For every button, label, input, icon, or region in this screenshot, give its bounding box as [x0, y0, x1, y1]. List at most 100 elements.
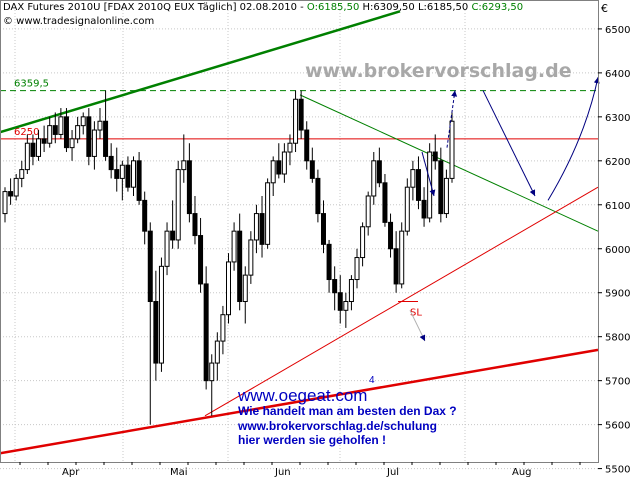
y-tick-label: 5800: [605, 333, 630, 344]
x-tick-label: Jun: [274, 467, 291, 478]
header-high: H:6309,50: [362, 2, 415, 13]
candle-body: [376, 160, 382, 184]
candle-body: [158, 265, 164, 364]
candle-body: [343, 301, 349, 311]
candle-body: [337, 292, 343, 311]
candle-body: [360, 226, 366, 259]
candle-body: [226, 261, 231, 316]
candle-body: [170, 230, 176, 241]
candle-body: [175, 169, 181, 241]
candle-body: [13, 177, 19, 197]
candle-body: [421, 199, 427, 219]
short-arrow-down: [421, 151, 436, 197]
candle-body: [399, 230, 405, 285]
candle-body: [443, 177, 449, 215]
candle-body: [69, 138, 75, 149]
candle-body: [393, 248, 399, 285]
candle-body: [2, 191, 8, 215]
candle-body: [19, 169, 25, 179]
candle-body: [270, 160, 276, 184]
candle-body: [332, 279, 338, 294]
candle-body: [80, 116, 86, 127]
candle-body: [438, 160, 444, 215]
candle-body: [315, 177, 321, 215]
candle-body: [30, 142, 36, 157]
candle-body: [125, 164, 131, 188]
candle-body: [41, 138, 47, 144]
candle-body: [281, 151, 287, 175]
x-tick-label: Aug: [512, 467, 532, 478]
candle-body: [214, 340, 220, 364]
header-close: C:6293,50: [471, 2, 524, 13]
stop-arrow: [409, 310, 426, 342]
candle-body: [287, 142, 293, 153]
candle-body: [265, 182, 271, 245]
candle-body: [119, 164, 125, 179]
forecast-arrow-down: [482, 90, 536, 197]
candle-body: [52, 125, 58, 135]
candle-body: [259, 213, 265, 245]
y-tick-label: 5700: [605, 377, 630, 388]
candle-body: [108, 155, 114, 171]
y-tick-label: 5500: [605, 465, 630, 476]
candle-body: [326, 243, 332, 281]
candle-body: [248, 239, 254, 276]
lower-trendline: [0, 348, 599, 455]
candle-body: [388, 221, 394, 250]
promo-line-2[interactable]: www.brokervorschlag.de/schulung: [238, 419, 437, 433]
x-tick-label: Apr: [62, 467, 80, 478]
y-tick-label: 6500: [605, 25, 630, 36]
y-tick-label: 6000: [605, 245, 630, 256]
candle-body: [348, 279, 354, 303]
candle-body: [293, 98, 299, 144]
candle-body: [237, 230, 243, 303]
watermark-text: www.brokervorschlag.de: [305, 60, 572, 82]
chart-header: DAX Futures 2010U [FDAX 2010Q EUX Täglic…: [3, 2, 523, 13]
candle-body: [298, 98, 304, 131]
candle-body: [192, 213, 198, 237]
promo-site-link[interactable]: www.oegeat.com: [238, 386, 368, 405]
candle-body: [427, 151, 433, 219]
candle-body: [415, 169, 421, 201]
promo-line-1: Wie handelt man am besten den Dax ?: [238, 404, 457, 418]
forecast-arrow-up: [547, 77, 600, 201]
promo-line-3: hier werden sie geholfen !: [238, 433, 387, 447]
level-label: 6359,5: [14, 79, 49, 90]
candle-body: [309, 160, 315, 179]
candle-body: [164, 230, 170, 267]
candle-body: [449, 120, 455, 179]
candle-body: [371, 160, 377, 197]
candle-body: [24, 142, 30, 171]
candle-body: [365, 195, 371, 228]
y-tick-label: 6300: [605, 113, 630, 124]
candle-body: [276, 160, 282, 175]
candle-body: [209, 362, 215, 382]
candle-body: [382, 182, 388, 223]
y-tick-label: 6100: [605, 201, 630, 212]
candle-body: [404, 186, 410, 232]
candle-body: [181, 160, 187, 171]
x-tick-label: Mai: [170, 467, 188, 478]
candle-body: [432, 151, 438, 162]
candle-body: [203, 283, 209, 382]
candle-body: [242, 274, 248, 303]
candle-body: [103, 120, 109, 157]
candle-body: [320, 213, 326, 245]
candle-body: [220, 314, 226, 342]
candle-body: [63, 116, 69, 149]
candle-body: [231, 230, 237, 263]
candle-body: [86, 116, 92, 157]
candle-body: [147, 230, 153, 303]
candle-body: [91, 129, 97, 157]
candle-body: [131, 160, 137, 188]
y-tick-label: 5900: [605, 289, 630, 300]
candle-body: [58, 116, 64, 135]
candle-body: [97, 120, 103, 131]
copyright-text: © www.tradesignalonline.com: [3, 16, 155, 27]
header-title: DAX Futures 2010U [FDAX 2010Q EUX Täglic…: [3, 2, 307, 13]
candle-body: [354, 257, 360, 281]
y-tick-label: 6200: [605, 157, 630, 168]
candle-body: [142, 199, 148, 232]
